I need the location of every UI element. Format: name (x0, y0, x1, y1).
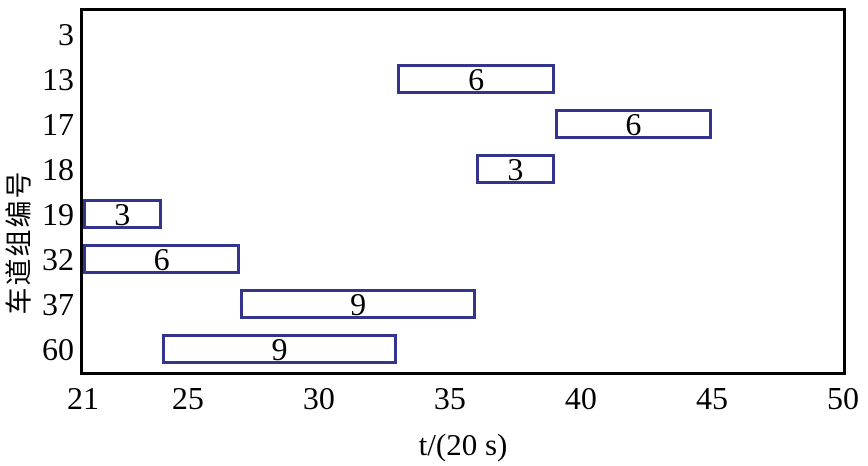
x-tick-label-40: 40 (564, 380, 597, 416)
bar-duration-label: 6 (153, 241, 170, 278)
y-tick-label-32: 32 (42, 241, 74, 278)
gantt-bar-row-37: 9 (240, 286, 477, 323)
y-tick-label-13: 13 (42, 60, 74, 97)
x-tick-label-35: 35 (433, 380, 466, 416)
bar-duration-label: 6 (468, 60, 485, 97)
y-tick-label-19: 19 (42, 196, 74, 233)
bar-duration-label: 3 (507, 150, 524, 187)
x-tick-label-45: 45 (695, 380, 728, 416)
y-tick-label-3: 3 (58, 15, 74, 52)
gantt-bar-row-18: 3 (476, 150, 555, 187)
x-tick-label-25: 25 (171, 380, 204, 416)
x-tick-label-21: 21 (67, 380, 99, 416)
gantt-bar-row-32: 6 (83, 241, 241, 278)
bar-duration-label: 9 (350, 286, 367, 323)
bar-duration-label: 9 (271, 331, 288, 368)
bar-duration-label: 3 (114, 196, 131, 233)
y-tick-label-17: 17 (42, 105, 74, 142)
y-tick-label-60: 60 (42, 331, 74, 368)
y-tick-label-37: 37 (42, 286, 74, 323)
x-tick-label-30: 30 (302, 380, 335, 416)
x-axis-title: t/(20 s) (418, 427, 508, 462)
bar-duration-label: 6 (625, 105, 642, 142)
x-tick-label-50: 50 (827, 380, 859, 416)
y-tick-label-18: 18 (42, 150, 74, 187)
gantt-bar-row-17: 6 (554, 105, 712, 142)
gantt-bar-row-19: 3 (83, 196, 162, 233)
gantt-bar-row-13: 6 (397, 60, 555, 97)
gantt-bar-row-60: 9 (161, 331, 398, 368)
